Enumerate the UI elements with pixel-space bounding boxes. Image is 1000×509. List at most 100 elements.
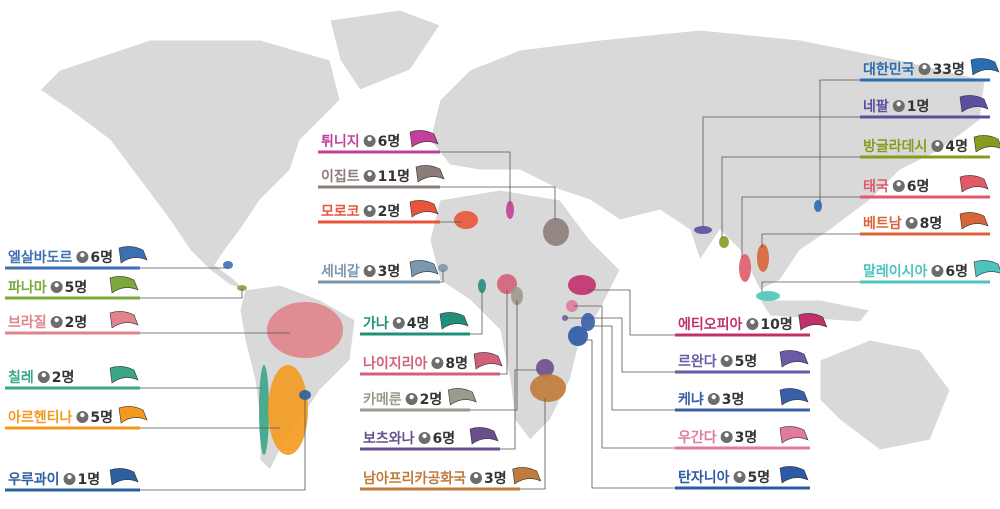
flag [409, 260, 439, 278]
member-count: 6명 [907, 178, 930, 195]
country-area [562, 315, 568, 321]
country-name: 보츠와나 [363, 430, 415, 447]
member-count: 4명 [945, 138, 968, 155]
person-head [54, 282, 59, 288]
member-count: 6명 [378, 133, 401, 150]
leader-line [721, 156, 860, 238]
flag [118, 406, 148, 424]
country-area [511, 287, 523, 305]
leader-line [500, 369, 540, 450]
person-head [422, 433, 427, 439]
person-head [750, 319, 755, 325]
country-name: 카메룬 [363, 392, 402, 408]
flag [109, 468, 139, 486]
leader-line [500, 290, 508, 375]
country-name: 에티오피아 [678, 316, 743, 333]
leader-line [520, 398, 546, 490]
country-area [814, 200, 822, 212]
country-name: 탄자니아 [678, 469, 730, 486]
country-label: 가나 4명 [363, 312, 469, 332]
country-name: 브라질 [8, 315, 47, 331]
country-label: 엘살바도르 6명 [8, 246, 148, 266]
member-count: 6명 [433, 430, 456, 447]
country-name: 모로코 [321, 204, 360, 220]
flag [973, 135, 1000, 153]
leader-line [761, 281, 860, 292]
person-head [67, 474, 72, 480]
flag [779, 426, 809, 444]
person-head [80, 252, 85, 258]
country-name: 우루과이 [8, 471, 60, 488]
member-count: 11명 [378, 168, 410, 185]
country-area [739, 254, 751, 282]
country-name: 아르헨티나 [8, 409, 73, 426]
country-label: 튀니지 6명 [321, 130, 439, 150]
leader-line [470, 300, 518, 411]
country-area [299, 390, 311, 400]
person-head [724, 356, 729, 362]
flag [959, 95, 989, 113]
country-name: 파나마 [8, 280, 47, 296]
country-name: 칠레 [8, 369, 34, 386]
country-name: 나이지리아 [363, 355, 428, 372]
country-area [568, 326, 588, 346]
country-name: 세네갈 [321, 264, 360, 280]
member-count: 3명 [722, 391, 745, 408]
person-head [724, 432, 729, 438]
flag [779, 350, 809, 368]
member-count: 8명 [920, 215, 943, 232]
country-label: 카메룬 2명 [363, 388, 477, 408]
australia [819, 339, 951, 451]
flag [798, 313, 828, 331]
leader-line [440, 270, 444, 283]
country-area [478, 279, 486, 293]
member-count: 4명 [407, 315, 430, 332]
member-count: 5명 [748, 469, 771, 486]
person-head [922, 64, 927, 70]
country-label: 이집트 11명 [321, 165, 445, 185]
country-name: 태국 [863, 179, 889, 195]
flag [959, 212, 989, 230]
flag [415, 165, 445, 183]
person-head [396, 318, 401, 324]
country-label: 파나마 5명 [8, 276, 139, 296]
country-label: 남아프리카공화국 3명 [363, 467, 542, 487]
leader-line [588, 289, 675, 336]
country-label: 네팔 1명 [863, 95, 989, 115]
leader-line [140, 288, 243, 299]
country-label: 브라질 2명 [8, 311, 139, 331]
leader-line [470, 290, 483, 335]
country-name: 가나 [363, 316, 389, 332]
flag [469, 427, 499, 445]
person-head [909, 218, 914, 224]
flag [409, 200, 439, 218]
country-area [581, 313, 595, 331]
person-head [935, 266, 940, 272]
country-label: 태국 6명 [863, 175, 989, 195]
country-area [543, 218, 569, 246]
member-count: 2명 [52, 369, 75, 386]
person-head [367, 206, 372, 212]
flag [109, 311, 139, 329]
flag [118, 246, 148, 264]
country-area [757, 244, 769, 272]
person-head [409, 394, 414, 400]
person-head [367, 266, 372, 272]
country-label: 칠레 2명 [8, 366, 139, 386]
member-count: 5명 [735, 353, 758, 370]
country-label: 세네갈 3명 [321, 260, 439, 280]
country-label: 모로코 2명 [321, 200, 439, 220]
member-count: 2명 [378, 203, 401, 220]
member-count: 5명 [90, 409, 113, 426]
person-head [896, 181, 901, 187]
member-count: 1명 [78, 471, 101, 488]
member-count: 3명 [378, 263, 401, 280]
flag [473, 352, 503, 370]
country-area [694, 226, 712, 234]
greenland [329, 9, 441, 91]
country-area [267, 302, 343, 358]
member-count: 2명 [420, 391, 443, 408]
country-area [268, 365, 308, 455]
leader-line [580, 339, 675, 489]
